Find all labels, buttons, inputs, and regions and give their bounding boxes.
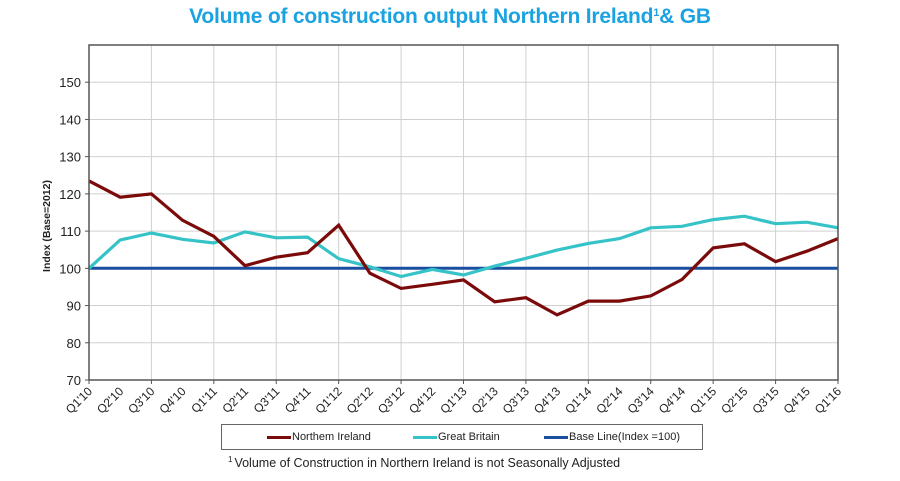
- series-line-great-britain: [87, 214, 839, 279]
- x-tick-label: Q2'13: [469, 384, 502, 417]
- x-tick-label: Q4'14: [656, 384, 689, 417]
- y-axis-label: Index (Base=2012): [41, 180, 53, 272]
- legend-item-northern-ireland: Northem Ireland: [267, 425, 371, 449]
- x-tick-label: Q4'10: [156, 384, 189, 417]
- x-tick-label: Q1'12: [313, 384, 346, 417]
- chart-title-suffix: & GB: [659, 5, 711, 28]
- x-tick-label: Q2'11: [220, 384, 252, 416]
- y-tick-label: 110: [60, 224, 81, 239]
- legend-label: Base Line(Index =100): [569, 431, 680, 443]
- x-tick-label: Q2'15: [718, 384, 751, 417]
- x-tick-label: Q1'15: [687, 384, 720, 417]
- legend-swatch-base-line: [544, 435, 568, 439]
- x-tick-label: Q1'13: [437, 384, 470, 417]
- title-footnote-marker: 1: [653, 7, 660, 19]
- x-tick-label: Q4'11: [282, 384, 314, 416]
- x-tick-label: Q3'14: [625, 384, 658, 417]
- x-tick-label: Q4'15: [781, 384, 814, 417]
- x-tick-label: Q3'13: [500, 384, 533, 417]
- x-tick-label: Q1'14: [562, 384, 595, 417]
- x-tick-label: Q1'16: [812, 384, 845, 417]
- chart-title-text: Volume of construction output Northern I…: [189, 5, 654, 28]
- x-tick-label: Q3'10: [125, 384, 158, 417]
- y-tick-label: 80: [67, 336, 81, 351]
- x-tick-label: Q1'11: [188, 384, 220, 416]
- legend-swatch-great-britain: [413, 435, 437, 439]
- footnote-text: Volume of Construction in Northern Irela…: [234, 456, 621, 470]
- legend-label: Northem Ireland: [292, 431, 371, 443]
- x-tick-label: Q3'15: [749, 384, 782, 417]
- x-tick-label: Q2'10: [94, 384, 127, 417]
- y-tick-label: 150: [59, 75, 81, 90]
- footnote-marker: 1: [228, 455, 233, 464]
- x-tick-label: Q3'11: [251, 384, 283, 416]
- legend-item-great-britain: Great Britain: [413, 425, 500, 449]
- legend-item-base-line: Base Line(Index =100): [544, 425, 680, 449]
- legend: Northem Ireland Great Britain Base Line(…: [221, 424, 703, 450]
- x-tick-label: Q2'12: [344, 384, 377, 417]
- x-tick-label: Q4'13: [531, 384, 564, 417]
- legend-swatch-northern-ireland: [267, 435, 291, 439]
- y-tick-label: 100: [59, 261, 81, 276]
- x-tick-label: Q3'12: [375, 384, 408, 417]
- y-axis: 70 80 90 100 110 120 130 140 150: [59, 75, 89, 388]
- y-tick-label: 70: [67, 373, 81, 388]
- legend-label: Great Britain: [438, 431, 500, 443]
- series-layer: [87, 179, 839, 317]
- x-tick-label: Q2'14: [593, 384, 626, 417]
- y-tick-label: 140: [59, 112, 81, 127]
- y-tick-label: 120: [59, 187, 81, 202]
- grid: [89, 45, 838, 380]
- chart-title: Volume of construction output Northern I…: [0, 5, 900, 29]
- x-tick-label: Q1'10: [63, 384, 96, 417]
- y-tick-label: 130: [59, 150, 81, 165]
- footnote: 1 Volume of Construction in Northern Irel…: [228, 455, 620, 470]
- y-tick-label: 90: [67, 299, 81, 314]
- x-tick-label: Q4'12: [406, 384, 439, 417]
- series-line-northern-ireland: [88, 179, 839, 317]
